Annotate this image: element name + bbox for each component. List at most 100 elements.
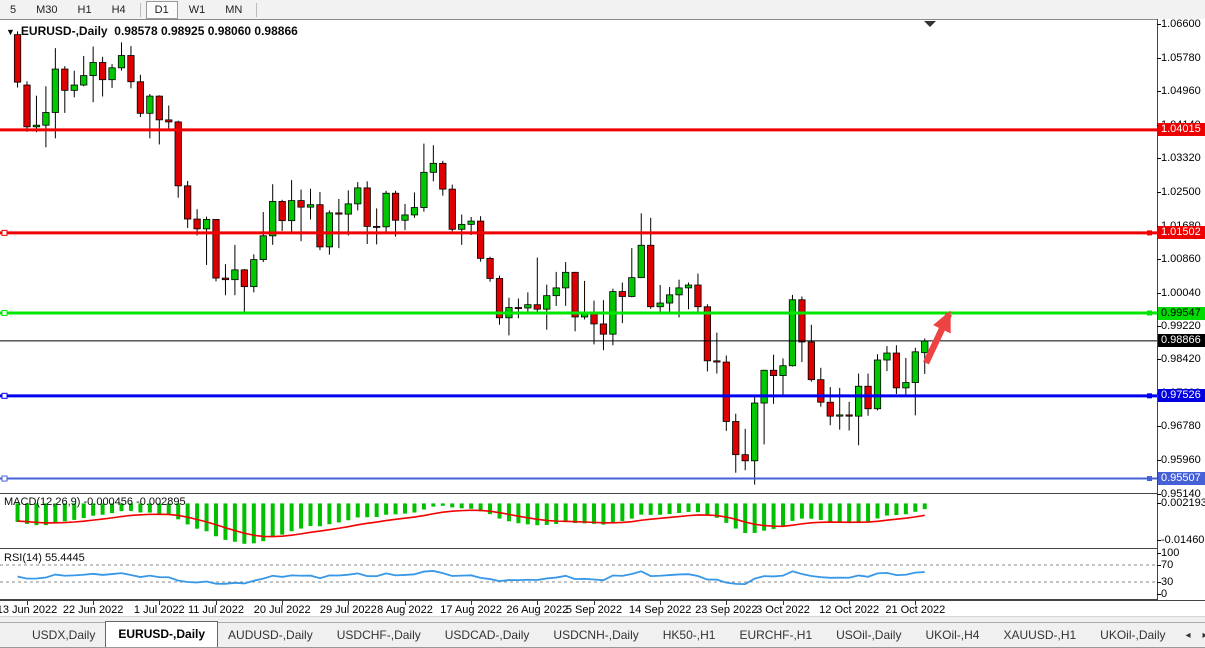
tab-hk50-h1[interactable]: HK50-,H1	[662, 628, 716, 642]
candle	[250, 259, 258, 288]
horizontal-scroll-strip[interactable]	[0, 616, 1205, 623]
candle	[448, 188, 456, 230]
price-axis[interactable]	[1158, 19, 1205, 621]
candle	[458, 223, 466, 230]
candle	[42, 112, 50, 126]
timeframe-button-d1[interactable]: D1	[145, 0, 178, 19]
candle	[373, 226, 381, 228]
macd-signal-value: -0.002895	[136, 496, 186, 508]
rsi-label: RSI(14) 55.4445	[4, 552, 85, 564]
date-label: 23 Sep 2022	[695, 604, 758, 616]
candle	[694, 284, 702, 308]
tab-xauusd-h1[interactable]: XAUUSD-,H1	[1003, 628, 1077, 642]
line-handle-left[interactable]	[1, 310, 8, 316]
macd-indicator-pane[interactable]: MACD(12,26,9) -0.000456 -0.002895	[0, 493, 1158, 549]
line-handle-left[interactable]	[1, 229, 8, 236]
candle	[297, 200, 305, 208]
tab-usdcnh-daily[interactable]: USDCNH-,Daily	[553, 628, 639, 642]
chart-ohlc-values: 0.98578 0.98925 0.98060 0.98866	[114, 24, 298, 38]
trend-arrow-annotation[interactable]	[923, 310, 952, 365]
candle	[883, 352, 891, 361]
candle	[533, 304, 541, 310]
date-label: 22 Jun 2022	[62, 604, 124, 616]
candle	[61, 68, 69, 91]
timeframe-button-m30[interactable]: M30	[36, 3, 58, 16]
tab-eurchf-h1[interactable]: EURCHF-,H1	[739, 628, 813, 642]
candle	[732, 421, 740, 456]
horizontal-lines-group[interactable]	[0, 128, 1158, 482]
candle	[23, 84, 31, 128]
tab-usdcad-daily[interactable]: USDCAD-,Daily	[444, 628, 530, 642]
candle	[921, 340, 929, 354]
candle	[892, 352, 901, 389]
candle	[807, 341, 815, 381]
candles-group	[13, 31, 929, 485]
line-handle-left[interactable]	[1, 392, 8, 399]
candle	[89, 62, 97, 77]
candle	[476, 220, 485, 259]
candle	[524, 304, 532, 309]
date-tick-mark	[282, 601, 284, 605]
date-label: 1 Jul 2022	[133, 604, 185, 616]
tab-usoil-daily[interactable]: USOil-,Daily	[836, 628, 902, 642]
date-tick-mark	[594, 601, 595, 605]
candle	[552, 287, 560, 297]
symbol-dropdown-icon[interactable]: ▼	[6, 27, 15, 37]
candle	[221, 277, 230, 281]
line-handle-right[interactable]	[1147, 393, 1152, 399]
candle	[902, 382, 910, 389]
date-tick-mark	[348, 601, 350, 605]
candle	[354, 187, 362, 205]
timeframe-button-5[interactable]: 5	[10, 3, 17, 16]
candle	[911, 351, 919, 383]
date-tick-mark	[783, 601, 784, 605]
timeframe-button-h4[interactable]: H4	[111, 3, 126, 16]
line-handle-left[interactable]	[1, 475, 8, 482]
axis-divider	[1157, 19, 1158, 601]
candle	[382, 192, 390, 228]
date-tick-mark	[159, 601, 161, 605]
timeframe-button-h1[interactable]: H1	[77, 3, 92, 16]
candle	[637, 244, 645, 279]
line-handle-right[interactable]	[1147, 476, 1152, 482]
date-tick-mark	[471, 601, 473, 605]
candle	[836, 414, 844, 417]
tab-ukoil-daily[interactable]: UKOil-,Daily	[1100, 628, 1166, 642]
candle	[174, 121, 182, 187]
price-chart-pane[interactable]: ▼ EURUSD-,Daily 0.98578 0.98925 0.98060 0…	[0, 19, 1158, 495]
candle	[335, 212, 343, 215]
date-label: 8 Aug 2022	[377, 604, 433, 616]
tab-audusd-daily[interactable]: AUDUSD-,Daily	[228, 628, 313, 642]
line-handle-right[interactable]	[1147, 230, 1152, 236]
candle	[287, 200, 296, 222]
candle	[751, 402, 759, 462]
candle	[32, 124, 41, 128]
tab-ukoil-h4[interactable]: UKOil-,H4	[925, 628, 980, 642]
tab-usdx-daily[interactable]: USDX,Daily	[32, 628, 96, 642]
price-chart-canvas[interactable]	[0, 20, 1158, 492]
candle	[713, 360, 721, 363]
tab-eurusd-daily[interactable]: EURUSD-,Daily	[105, 621, 219, 647]
tab-scroll-right-icon[interactable]: ▸	[1197, 626, 1205, 647]
candle	[420, 171, 428, 208]
tab-scroll-left-icon[interactable]: ◂	[1185, 630, 1191, 641]
timeframe-button-mn[interactable]: MN	[225, 3, 243, 16]
candle	[117, 55, 126, 69]
time-axis[interactable]: 13 Jun 2022 22 Jun 2022 1 Jul 2022 11 Jul 2…	[0, 600, 1205, 617]
rsi-value: 55.4445	[44, 552, 85, 564]
rsi-indicator-pane[interactable]: RSI(14) 55.4445	[0, 550, 1158, 600]
candle	[80, 75, 88, 86]
tab-usdchf-daily[interactable]: USDCHF-,Daily	[336, 628, 421, 642]
macd-value: -0.000456	[83, 496, 134, 508]
candle	[212, 219, 220, 279]
date-tick-mark	[405, 601, 406, 605]
candle	[599, 323, 608, 335]
candle	[240, 269, 248, 288]
chart-shift-marker-icon[interactable]	[924, 21, 936, 27]
line-handle-right[interactable]	[1147, 310, 1152, 316]
candle	[316, 204, 324, 248]
timeframe-toolbar: 5 M30 H1 H4 D1 W1 MN	[0, 0, 1205, 20]
candle	[855, 385, 863, 417]
timeframe-button-w1[interactable]: W1	[188, 3, 206, 16]
candle	[647, 244, 655, 308]
